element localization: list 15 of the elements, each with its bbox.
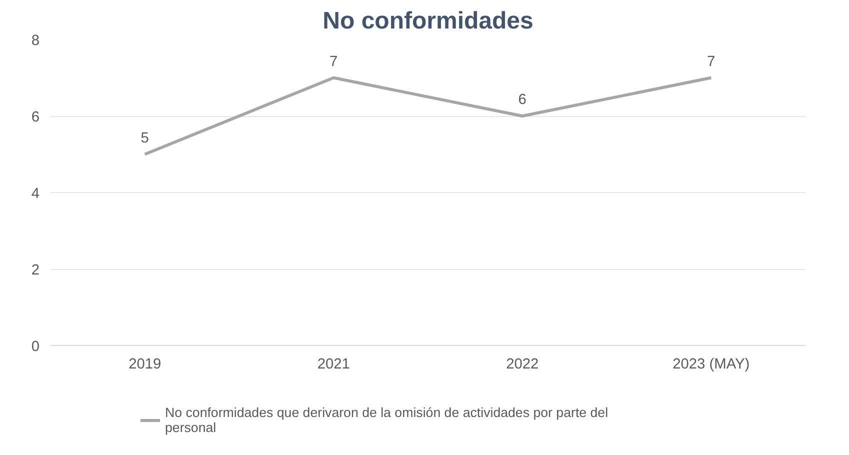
data-label: 7 — [707, 54, 716, 70]
x-tick-label: 2021 — [317, 356, 350, 372]
data-label: 5 — [140, 130, 149, 146]
data-label: 7 — [330, 54, 338, 70]
x-tick-label: 2023 (MAY) — [672, 356, 750, 372]
y-tick-label: 0 — [31, 339, 40, 355]
x-tick-label: 2022 — [506, 356, 539, 372]
y-tick-label: 4 — [31, 186, 40, 202]
y-tick-label: 8 — [31, 33, 40, 49]
y-tick-label: 6 — [31, 110, 40, 126]
y-tick-label: 2 — [31, 262, 40, 278]
x-tick-label: 2019 — [128, 356, 162, 372]
chart-title: No conformidades — [322, 8, 534, 34]
data-label: 6 — [518, 92, 526, 108]
legend-label: No conformidades que derivaron de la omisión de actividades por parte del personal — [165, 405, 608, 435]
